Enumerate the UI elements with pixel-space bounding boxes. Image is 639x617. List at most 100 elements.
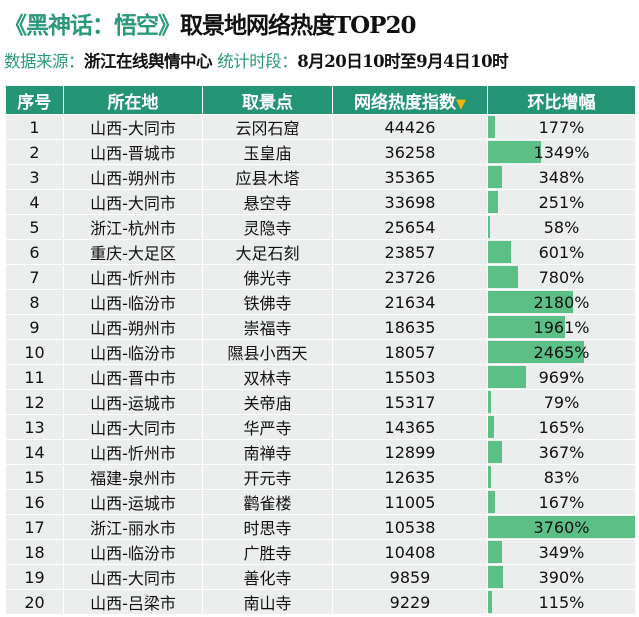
table-row: 20 山西-吕梁市 南山寺 9229 115% bbox=[5, 589, 636, 615]
growth-cell: 79% bbox=[487, 389, 636, 415]
growth-bar bbox=[488, 416, 495, 438]
location: 浙江-杭州市 bbox=[63, 214, 203, 240]
col-rank: 序号 bbox=[5, 86, 64, 115]
growth-cell: 367% bbox=[487, 439, 636, 465]
site: 时思寺 bbox=[202, 514, 333, 540]
table-row: 10 山西-临汾市 隰县小西天 18057 2465% bbox=[5, 339, 636, 365]
col-heat[interactable]: 网络热度指数▼ bbox=[332, 86, 488, 115]
growth-cell: 1349% bbox=[487, 139, 636, 165]
table-row: 7 山西-忻州市 佛光寺 23726 780% bbox=[5, 264, 636, 290]
table-row: 11 山西-晋中市 双林寺 15503 969% bbox=[5, 364, 636, 390]
table-row: 1 山西-大同市 云冈石窟 44426 177% bbox=[5, 114, 636, 140]
period: 8月20日10时至9月4日10时 bbox=[297, 52, 509, 71]
growth-value: 1349% bbox=[533, 142, 590, 162]
col-location: 所在地 bbox=[63, 86, 203, 115]
heat-index: 10408 bbox=[332, 539, 488, 565]
heat-index: 25654 bbox=[332, 214, 488, 240]
rank: 1 bbox=[5, 114, 64, 140]
growth-cell: 349% bbox=[487, 539, 636, 565]
growth-value: 165% bbox=[538, 417, 585, 437]
growth-bar bbox=[488, 291, 574, 313]
rank: 4 bbox=[5, 189, 64, 215]
growth-bar bbox=[488, 316, 565, 338]
location: 山西-大同市 bbox=[63, 564, 203, 590]
heat-index: 23726 bbox=[332, 264, 488, 290]
growth-value: 167% bbox=[538, 492, 585, 512]
rank: 9 bbox=[5, 314, 64, 340]
table-row: 9 山西-朔州市 崇福寺 18635 1961% bbox=[5, 314, 636, 340]
title-rest: 取景地网络热度TOP20 bbox=[180, 12, 416, 39]
growth-value: 115% bbox=[538, 592, 585, 612]
heat-index: 9229 bbox=[332, 589, 488, 615]
heat-index: 15503 bbox=[332, 364, 488, 390]
location: 山西-运城市 bbox=[63, 389, 203, 415]
heat-index: 35365 bbox=[332, 164, 488, 190]
growth-cell: 115% bbox=[487, 589, 636, 615]
location: 山西-朔州市 bbox=[63, 314, 203, 340]
site: 玉皇庙 bbox=[202, 139, 333, 165]
growth-bar bbox=[488, 141, 541, 163]
growth-cell: 780% bbox=[487, 264, 636, 290]
growth-value: 367% bbox=[538, 442, 585, 462]
table-row: 18 山西-临汾市 广胜寺 10408 349% bbox=[5, 539, 636, 565]
growth-bar bbox=[488, 516, 635, 538]
growth-cell: 58% bbox=[487, 214, 636, 240]
period-label: 统计时段： bbox=[217, 52, 298, 71]
site: 南山寺 bbox=[202, 589, 333, 615]
location: 山西-临汾市 bbox=[63, 339, 203, 365]
site: 铁佛寺 bbox=[202, 289, 333, 315]
site: 双林寺 bbox=[202, 364, 333, 390]
subtitle: 数据来源：浙江在线舆情中心 统计时段：8月20日10时至9月4日10时 bbox=[4, 48, 509, 72]
rank: 8 bbox=[5, 289, 64, 315]
location: 山西-大同市 bbox=[63, 414, 203, 440]
growth-cell: 177% bbox=[487, 114, 636, 140]
site: 云冈石窟 bbox=[202, 114, 333, 140]
table-row: 16 山西-运城市 鹳雀楼 11005 167% bbox=[5, 489, 636, 515]
growth-bar bbox=[488, 491, 495, 513]
heat-index: 11005 bbox=[332, 489, 488, 515]
rank: 14 bbox=[5, 439, 64, 465]
ranking-table: 序号 所在地 取景点 网络热度指数▼ 环比增幅 1 山西-大同市 云冈石窟 44… bbox=[5, 86, 636, 615]
growth-bar bbox=[488, 116, 495, 138]
location: 山西-吕梁市 bbox=[63, 589, 203, 615]
rank: 10 bbox=[5, 339, 64, 365]
growth-bar bbox=[488, 341, 585, 363]
table-row: 13 山西-大同市 华严寺 14365 165% bbox=[5, 414, 636, 440]
col-growth: 环比增幅 bbox=[487, 86, 636, 115]
site: 善化寺 bbox=[202, 564, 333, 590]
location: 山西-忻州市 bbox=[63, 264, 203, 290]
heat-index: 36258 bbox=[332, 139, 488, 165]
table-row: 8 山西-临汾市 铁佛寺 21634 2180% bbox=[5, 289, 636, 315]
growth-value: 83% bbox=[543, 467, 580, 487]
location: 山西-晋城市 bbox=[63, 139, 203, 165]
heat-index: 18635 bbox=[332, 314, 488, 340]
growth-bar bbox=[488, 541, 502, 563]
rank: 20 bbox=[5, 589, 64, 615]
site: 应县木塔 bbox=[202, 164, 333, 190]
col-heat-label: 网络热度指数 bbox=[354, 92, 456, 113]
heat-index: 33698 bbox=[332, 189, 488, 215]
rank: 6 bbox=[5, 239, 64, 265]
table-row: 12 山西-运城市 关帝庙 15317 79% bbox=[5, 389, 636, 415]
site: 佛光寺 bbox=[202, 264, 333, 290]
growth-value: 348% bbox=[538, 167, 585, 187]
table-row: 2 山西-晋城市 玉皇庙 36258 1349% bbox=[5, 139, 636, 165]
growth-bar bbox=[488, 191, 498, 213]
growth-value: 3760% bbox=[533, 517, 590, 537]
location: 山西-临汾市 bbox=[63, 289, 203, 315]
growth-bar bbox=[488, 466, 492, 488]
growth-cell: 348% bbox=[487, 164, 636, 190]
growth-cell: 165% bbox=[487, 414, 636, 440]
heat-index: 15317 bbox=[332, 389, 488, 415]
location: 山西-运城市 bbox=[63, 489, 203, 515]
growth-value: 780% bbox=[538, 267, 585, 287]
rank: 16 bbox=[5, 489, 64, 515]
growth-cell: 2180% bbox=[487, 289, 636, 315]
growth-cell: 969% bbox=[487, 364, 636, 390]
source-label: 数据来源： bbox=[4, 52, 85, 71]
growth-value: 251% bbox=[538, 192, 585, 212]
table-row: 19 山西-大同市 善化寺 9859 390% bbox=[5, 564, 636, 590]
growth-value: 601% bbox=[538, 242, 585, 262]
sort-desc-icon[interactable]: ▼ bbox=[456, 96, 466, 112]
growth-cell: 251% bbox=[487, 189, 636, 215]
